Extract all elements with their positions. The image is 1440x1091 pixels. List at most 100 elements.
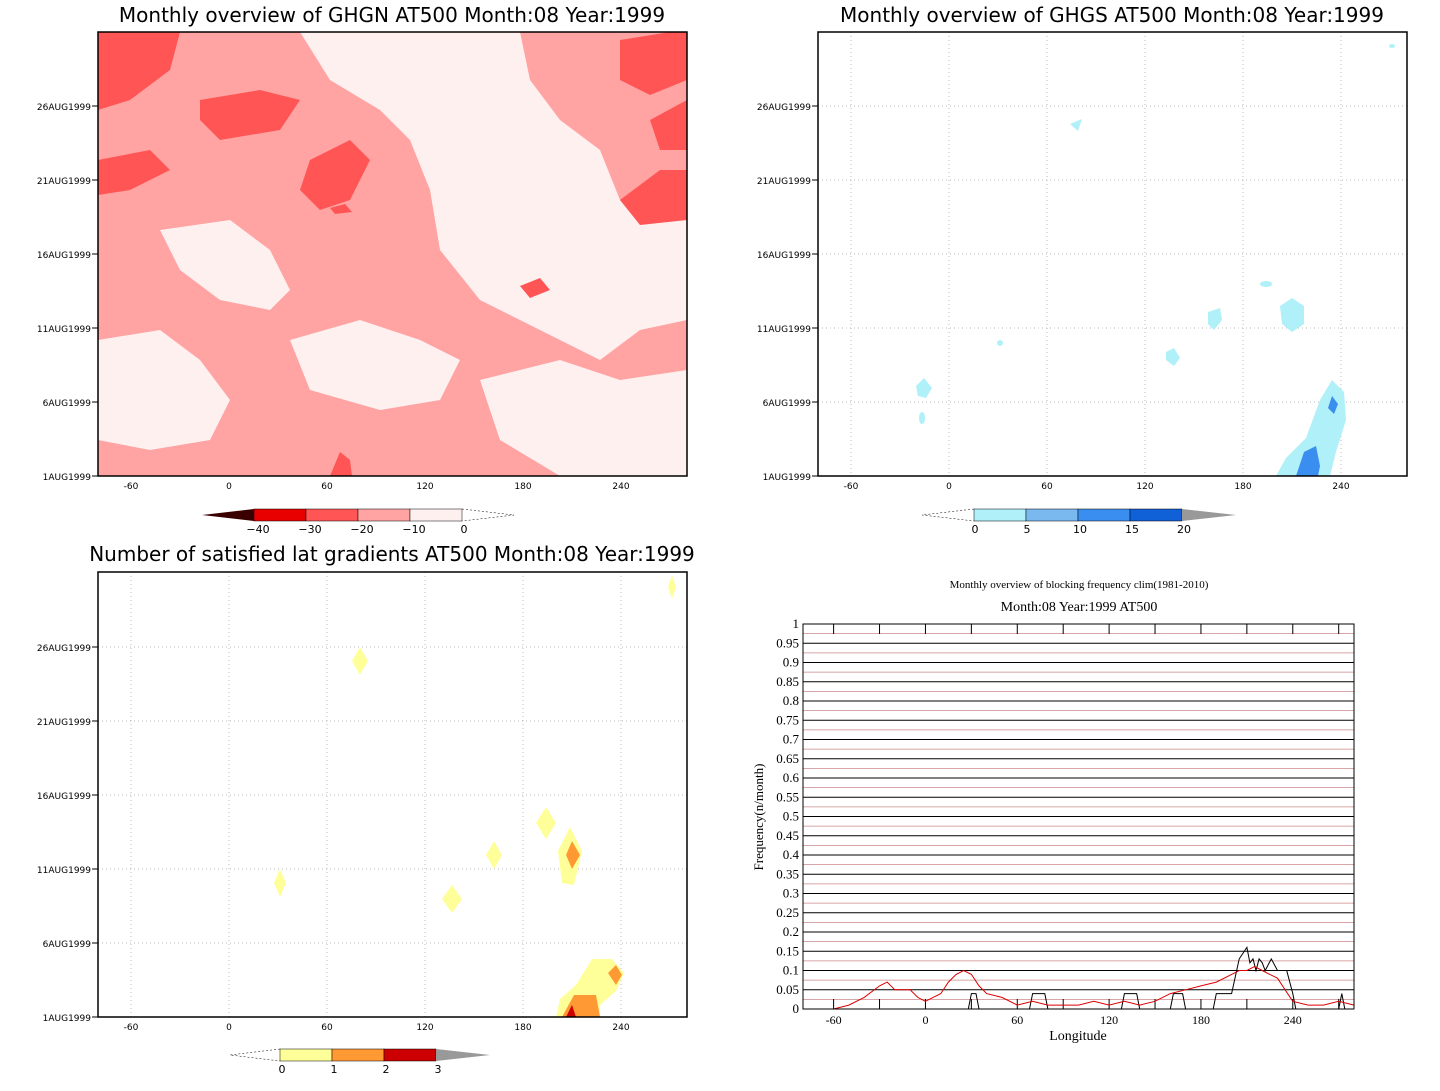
ghgn-xtick: 180 — [514, 482, 531, 492]
ghgs-title: Monthly overview of GHGS AT500 Month:08 … — [840, 3, 1384, 27]
gradients-title: Number of satisfied lat gradients AT500 … — [89, 545, 695, 566]
blocking-ytick: 0.35 — [776, 866, 799, 881]
blocking-ytick: 0.25 — [776, 905, 799, 920]
ghgn-ytick: 1AUG1999 — [43, 473, 92, 483]
blocking-ytick: 0.05 — [776, 982, 799, 997]
ghgs-x-ticks: -60 0 60 120 180 240 — [844, 482, 1350, 492]
blocking-series-line-1 — [818, 966, 1355, 1010]
ghgn-ytick: 21AUG1999 — [37, 177, 91, 187]
ghgs-xtick: 240 — [1332, 482, 1349, 492]
blocking-series — [818, 946, 1355, 1010]
ghgn-ytick: 6AUG1999 — [43, 399, 92, 409]
blocking-xtick: -60 — [826, 1013, 842, 1027]
ghgs-xtick: 180 — [1234, 482, 1251, 492]
blocking-xtick: 0 — [922, 1013, 928, 1027]
ghgs-xtick: 60 — [1041, 482, 1053, 492]
ghgs-xtick: -60 — [844, 482, 859, 492]
blocking-ytick: 0.9 — [783, 655, 799, 670]
blocking-ytick: 0.95 — [776, 635, 799, 650]
ghgn-x-ticks: -60 0 60 120 180 240 — [124, 482, 630, 492]
ghgs-cb-tick: 10 — [1073, 523, 1087, 536]
gradients-ytick: 11AUG1999 — [37, 866, 91, 876]
gradients-xtick: 120 — [416, 1023, 433, 1033]
gradients-ytick: 21AUG1999 — [37, 718, 91, 728]
blocking-ytick: 0.2 — [783, 924, 799, 939]
gradients-ytick: 26AUG1999 — [37, 644, 91, 654]
gradients-ytick: 16AUG1999 — [37, 792, 91, 802]
blocking-xtick: 60 — [1011, 1013, 1023, 1027]
gradients-xtick: 0 — [226, 1023, 232, 1033]
ghgn-cb-tick: −40 — [246, 523, 269, 536]
ghgs-cb-tick: 0 — [972, 523, 979, 536]
gradients-cb-tick: 1 — [331, 1063, 338, 1076]
ghgn-field — [98, 32, 687, 476]
gradients-xtick: 240 — [612, 1023, 629, 1033]
blocking-title: Month:08 Year:1999 AT500 — [1001, 600, 1158, 615]
blocking-ytick: 0 — [793, 1001, 800, 1016]
blocking-ytick: 0.7 — [783, 732, 800, 747]
blocking-ytick: 0.8 — [783, 693, 799, 708]
ghgn-ytick: 26AUG1999 — [37, 103, 91, 113]
gradients-ytick: 6AUG1999 — [43, 940, 92, 950]
ghgn-colorbar: −40 −30 −20 −10 0 — [202, 508, 515, 536]
blocking-xtick: 120 — [1100, 1013, 1118, 1027]
ghgn-title: Monthly overview of GHGN AT500 Month:08 … — [119, 3, 665, 27]
blocking-xlabel: Longitude — [1049, 1029, 1107, 1044]
gradients-y-ticks: 1AUG1999 6AUG1999 11AUG1999 16AUG1999 21… — [37, 644, 98, 1024]
ghgs-ytick: 11AUG1999 — [757, 325, 811, 335]
blocking-ytick: 0.75 — [776, 712, 799, 727]
ghgn-xtick: 60 — [321, 482, 333, 492]
blocking-ylabel: Frequency(n/month) — [751, 764, 766, 871]
ghgs-field — [916, 44, 1395, 476]
ghgs-ytick: 21AUG1999 — [757, 177, 811, 187]
ghgn-ytick: 16AUG1999 — [37, 251, 91, 261]
gradients-xtick: 180 — [514, 1023, 531, 1033]
ghgs-ytick: 16AUG1999 — [757, 251, 811, 261]
ghgn-xtick: 120 — [416, 482, 433, 492]
gradients-cb-tick: 3 — [435, 1063, 442, 1076]
gradients-ytick: 1AUG1999 — [43, 1014, 92, 1024]
blocking-ytick: 0.15 — [776, 943, 799, 958]
ghgs-colorbar: 0 5 10 15 20 — [921, 508, 1236, 536]
gradients-panel: Number of satisfied lat gradients AT500 … — [37, 545, 695, 1076]
blocking-ytick: 0.45 — [776, 828, 799, 843]
ghgs-panel: Monthly overview of GHGS AT500 Month:08 … — [757, 3, 1408, 536]
ghgn-xtick: 240 — [612, 482, 629, 492]
blocking-ytick: 0.3 — [783, 886, 799, 901]
blocking-ytick: 0.6 — [783, 770, 800, 785]
ghgs-xtick: 120 — [1136, 482, 1153, 492]
ghgs-cb-tick: 15 — [1125, 523, 1139, 536]
gradients-xtick: -60 — [124, 1023, 139, 1033]
blocking-ytick: 0.1 — [783, 963, 799, 978]
ghgn-y-ticks: 1AUG1999 6AUG1999 11AUG1999 16AUG1999 21… — [37, 103, 98, 483]
ghgs-cb-tick: 20 — [1177, 523, 1191, 536]
ghgs-ytick: 1AUG1999 — [763, 473, 812, 483]
ghgs-xtick: 0 — [946, 482, 952, 492]
ghgs-y-ticks: 1AUG1999 6AUG1999 11AUG1999 16AUG1999 21… — [757, 103, 818, 483]
ghgn-cb-tick: −20 — [350, 523, 373, 536]
blocking-y-ticks: 0 0.05 0.1 0.15 0.2 0.25 0.3 0.35 0.4 0.45 0.5 0.55… — [776, 616, 799, 1016]
blocking-ytick: 0.85 — [776, 674, 799, 689]
gradients-cb-tick: 2 — [383, 1063, 390, 1076]
ghgn-xtick: -60 — [124, 482, 139, 492]
ghgn-xtick: 0 — [226, 482, 232, 492]
blocking-ytick: 0.5 — [783, 809, 799, 824]
blocking-series-line-0 — [818, 946, 1354, 1010]
ghgs-cb-tick: 5 — [1024, 523, 1031, 536]
ghgn-cb-tick: 0 — [461, 523, 468, 536]
gradients-x-ticks: -60 0 60 120 180 240 — [124, 1023, 630, 1033]
blocking-ytick: 0.65 — [776, 751, 799, 766]
gradients-cb-tick: 0 — [279, 1063, 286, 1076]
ghgs-ytick: 26AUG1999 — [757, 103, 811, 113]
blocking-xtick: 240 — [1284, 1013, 1302, 1027]
blocking-x-ticks: -60 0 60 120 180 240 — [826, 624, 1340, 1027]
gradients-grid — [98, 572, 687, 1017]
ghgn-cb-tick: −30 — [298, 523, 321, 536]
blocking-ytick: 1 — [793, 616, 800, 631]
blocking-xtick: 180 — [1192, 1013, 1210, 1027]
ghgn-cb-tick: −10 — [402, 523, 425, 536]
blocking-panel: Monthly overview of blocking frequency c… — [751, 579, 1355, 1044]
blocking-ytick: 0.4 — [783, 847, 800, 862]
ghgn-ytick: 11AUG1999 — [37, 325, 91, 335]
gradients-field — [274, 575, 676, 1017]
